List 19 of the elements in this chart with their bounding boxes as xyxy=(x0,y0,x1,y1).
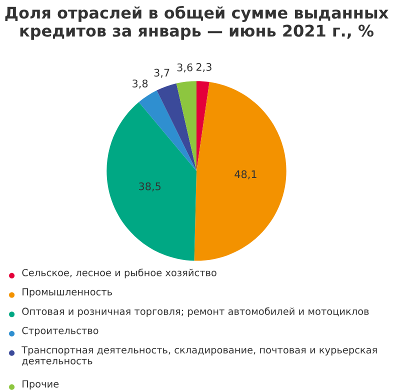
data-label: 38,5 xyxy=(139,182,161,192)
legend-label: Оптовая и розничная торговля; ремонт автомобилей и мотоциклов xyxy=(22,307,369,317)
pie-slice xyxy=(106,102,196,261)
legend-label: Промышленность xyxy=(22,288,112,298)
chart-title: Доля отраслей в общей сумме выданных кредитов за январь — июнь 2021 г., % xyxy=(5,6,388,40)
data-label: 48,1 xyxy=(234,170,256,180)
data-label: 3,7 xyxy=(154,68,170,78)
legend-label: Строительство xyxy=(22,326,98,336)
pie-slice xyxy=(156,83,196,171)
pie-slice xyxy=(194,82,286,261)
legend-label: Прочие xyxy=(22,380,59,390)
data-label: 3,6 xyxy=(177,63,192,72)
pie-slice xyxy=(176,81,196,171)
pie-slice xyxy=(138,90,196,171)
pie-slice xyxy=(196,81,210,171)
legend-label: Транспортная деятельность, складирование, почтовая и курьерская деятельность xyxy=(22,346,377,366)
data-label: 3,8 xyxy=(132,80,148,89)
legend-label: Сельское, лесное и рыбное хозяйство xyxy=(22,268,216,278)
data-label: 2,3 xyxy=(196,63,212,72)
